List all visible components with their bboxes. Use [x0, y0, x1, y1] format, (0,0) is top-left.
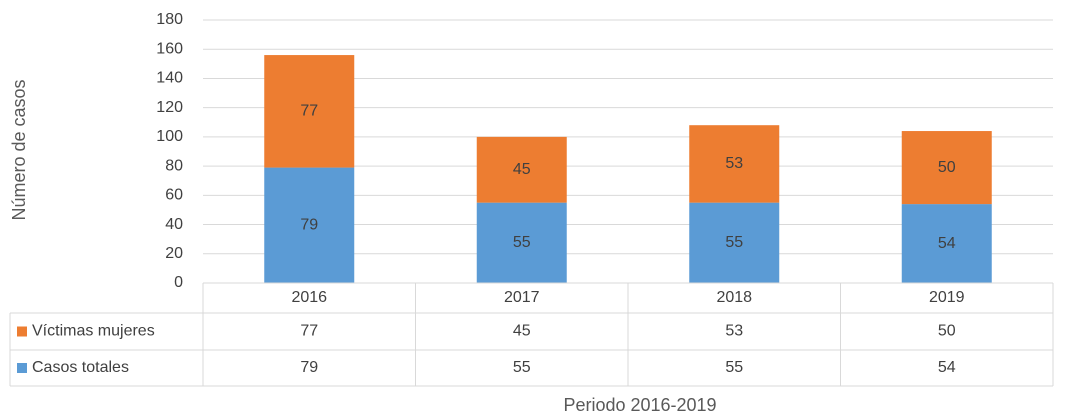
x-tick-label: 2018 [716, 289, 752, 306]
legend-swatch [17, 363, 27, 373]
data-label: 45 [513, 161, 531, 178]
bar-segment [264, 55, 355, 168]
data-label: 53 [725, 155, 743, 172]
data-label: 55 [513, 234, 531, 251]
table-value: 55 [513, 359, 531, 376]
y-tick-label: 60 [165, 187, 183, 204]
table-value: 55 [725, 359, 743, 376]
data-label: 50 [938, 159, 956, 176]
x-tick-label: 2017 [504, 289, 540, 306]
y-axis-title: Número de casos [9, 79, 29, 220]
table-value: 79 [300, 359, 318, 376]
x-tick-label: 2019 [929, 289, 965, 306]
y-tick-label: 140 [156, 70, 183, 87]
data-label: 55 [725, 234, 743, 251]
y-tick-label: 120 [156, 99, 183, 116]
x-tick-label: 2016 [291, 289, 327, 306]
y-tick-label: 80 [165, 157, 183, 174]
y-tick-label: 100 [156, 128, 183, 145]
legend-label: Casos totales [32, 359, 129, 376]
bar-segment [476, 136, 567, 203]
data-label: 77 [300, 103, 318, 120]
table-value: 53 [725, 323, 743, 340]
bar-segment [264, 167, 355, 283]
y-tick-label: 20 [165, 245, 183, 262]
y-tick-label: 0 [174, 274, 183, 291]
table-value: 54 [938, 359, 956, 376]
bar-segment [476, 202, 567, 283]
bar-segment [689, 202, 780, 283]
bar-segment [689, 125, 780, 203]
y-tick-label: 40 [165, 216, 183, 233]
table-value: 45 [513, 323, 531, 340]
y-tick-label: 180 [156, 11, 183, 28]
table-value: 50 [938, 323, 956, 340]
bar-segment [901, 131, 992, 205]
data-label: 54 [938, 235, 956, 252]
bar-segment [901, 204, 992, 283]
y-tick-label: 160 [156, 40, 183, 57]
x-axis-title: Periodo 2016-2019 [563, 395, 716, 415]
table-value: 77 [300, 323, 318, 340]
legend-label: Víctimas mujeres [32, 323, 155, 340]
data-label: 79 [300, 217, 318, 234]
legend-swatch [17, 326, 27, 337]
